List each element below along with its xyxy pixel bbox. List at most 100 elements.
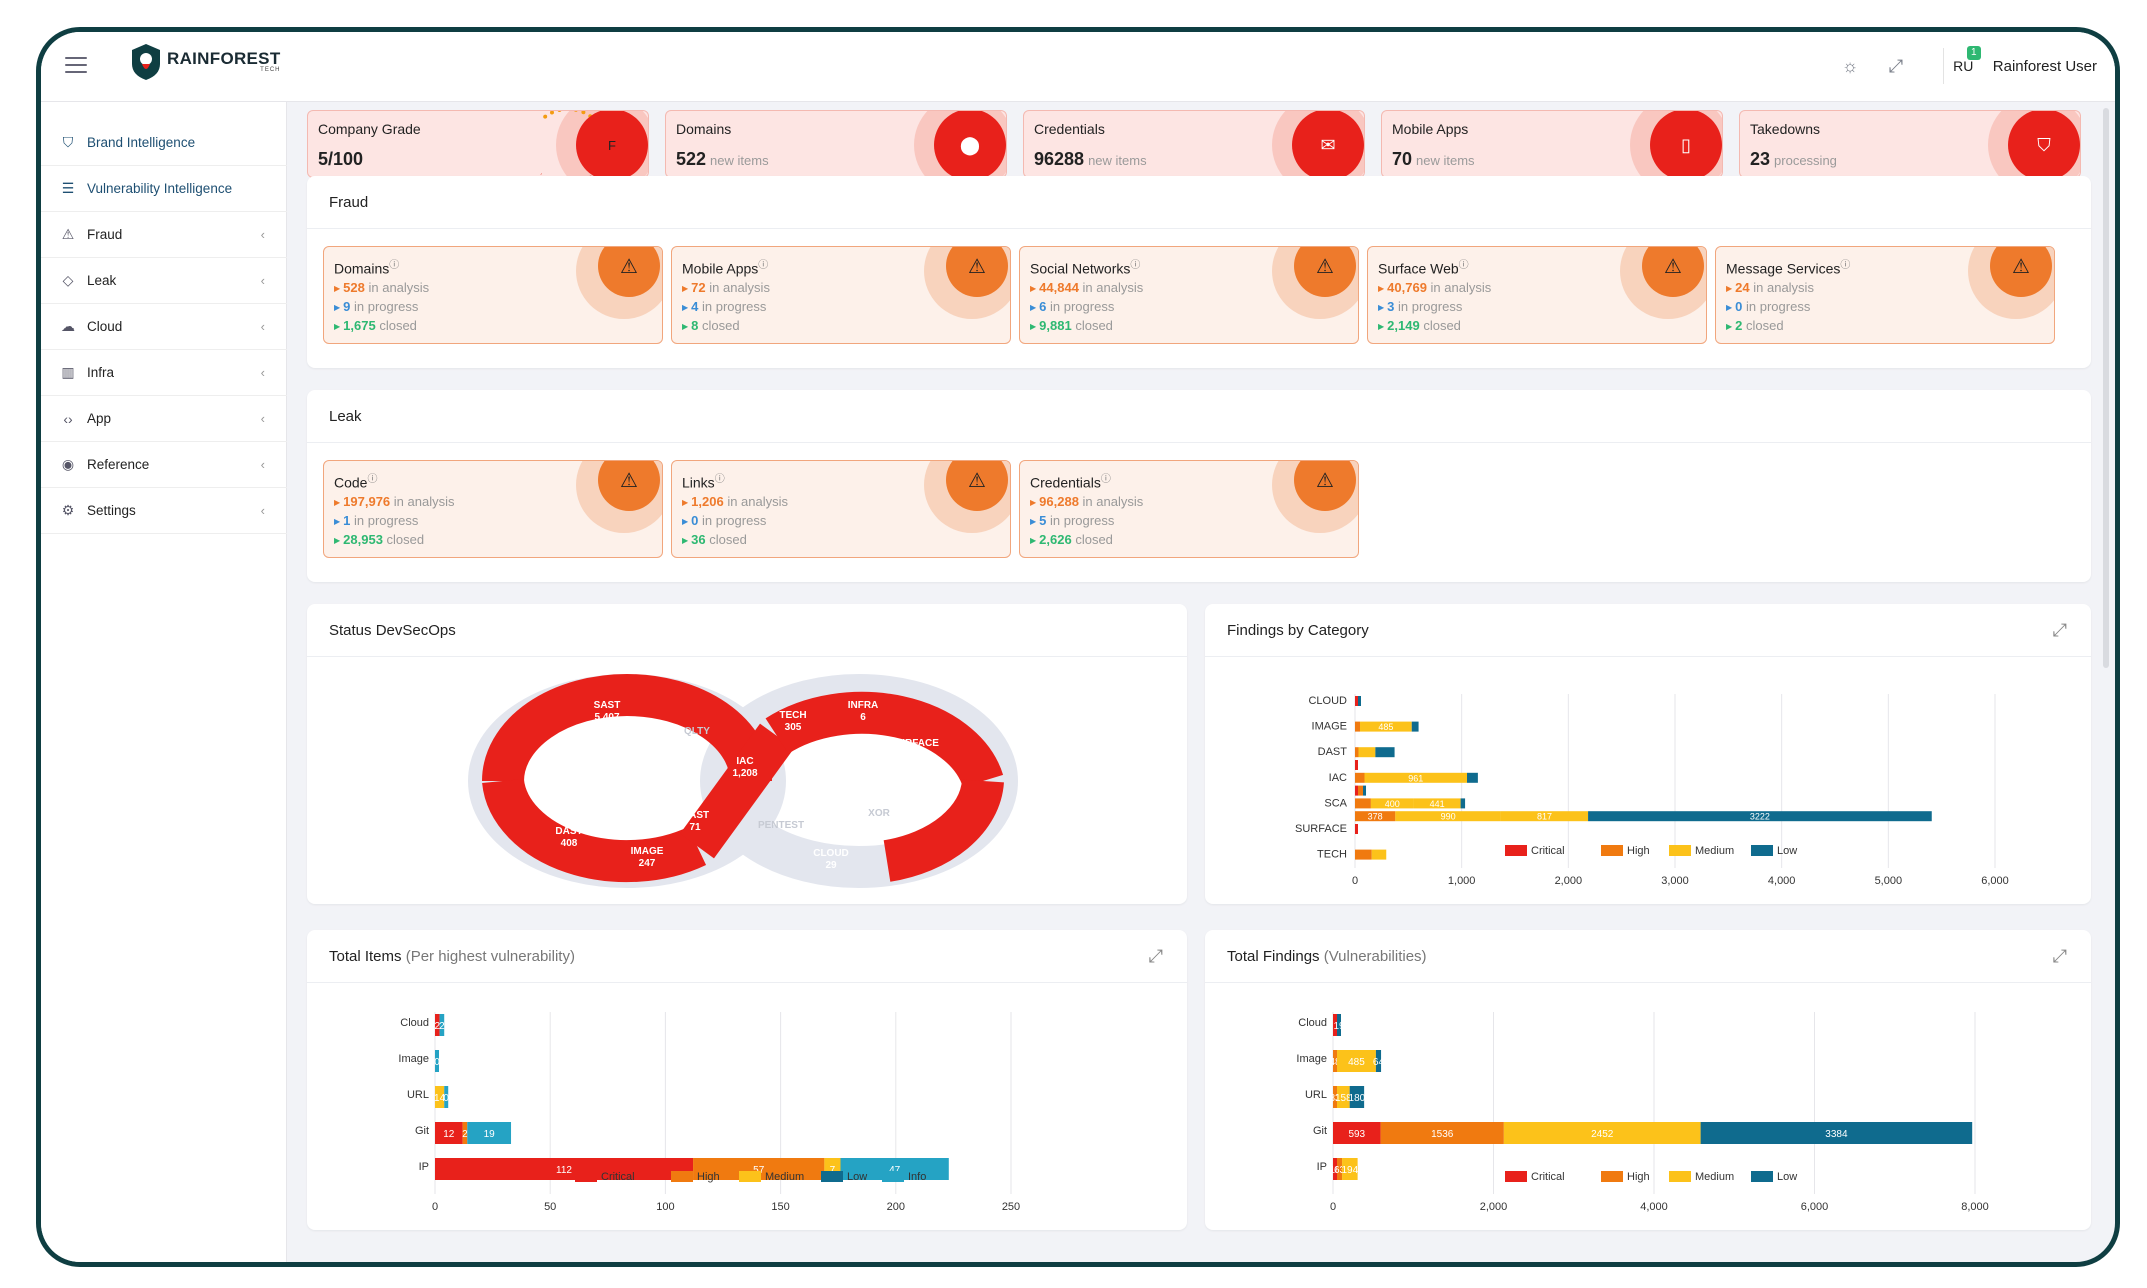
summary-card-company-grade[interactable]: F Company Grade 5/100 — [307, 110, 649, 178]
sidebar-item-fraud[interactable]: ⚠ Fraud ‹ — [41, 212, 287, 258]
summary-card-credentials[interactable]: ✉ Credentials 96288 new items — [1023, 110, 1365, 178]
sidebar-item-vulnerability-intelligence[interactable]: ☰ Vulnerability Intelligence — [41, 166, 287, 212]
info-icon[interactable]: ⓘ — [389, 260, 400, 271]
card-title: Credentialsⓘ — [1030, 474, 1111, 491]
segment-name: IMAGE — [631, 846, 664, 857]
expand-icon[interactable]: ⤢ — [2052, 620, 2067, 640]
stat-closed: ▶ 1,675 closed — [334, 318, 417, 333]
fraud-card-message-services[interactable]: ⚠ Message Servicesⓘ ▶ 24 in analysis ▶ 0 in p… — [1715, 246, 2055, 344]
bar-segment — [1333, 1050, 1337, 1072]
legend-swatch — [882, 1171, 904, 1182]
stat-progress: ▶ 6 in progress — [1030, 299, 1115, 314]
bar-segment — [462, 1122, 468, 1144]
fraud-card-domains[interactable]: ⚠ Domainsⓘ ▶ 528 in analysis ▶ 9 in progress ▶… — [323, 246, 663, 344]
warning-icon: ⚠ — [598, 247, 660, 297]
tick-label: 6,000 — [1981, 875, 2009, 887]
bar-segment — [1364, 772, 1467, 783]
devsecops-segment-xor[interactable]: XOR — [868, 808, 890, 819]
sidebar-item-reference[interactable]: ◉ Reference ‹ — [41, 442, 287, 488]
scrollbar[interactable] — [2103, 108, 2109, 668]
legend-swatch — [1669, 845, 1691, 856]
bar-segment — [1395, 811, 1501, 822]
info-icon[interactable]: ⓘ — [1100, 474, 1111, 485]
summary-card-domains[interactable]: ⬤ Domains 522 new items — [665, 110, 1007, 178]
avatar[interactable]: RU 1 — [1942, 46, 1983, 84]
info-icon[interactable]: ⓘ — [714, 474, 725, 485]
category-label: Cloud — [400, 1017, 429, 1029]
segment-value: 1,032 — [540, 768, 565, 779]
summary-card-takedowns[interactable]: ⛉ Takedowns 23 processing — [1739, 110, 2081, 178]
stat-analysis: ▶ 1,206 in analysis — [682, 494, 789, 509]
tick-label: 4,000 — [1768, 875, 1796, 887]
bar-label: 64 — [1373, 1057, 1385, 1068]
stat-closed: ▶ 2 closed — [1726, 318, 1784, 333]
info-icon[interactable]: ⓘ — [1130, 260, 1141, 271]
bar-segment — [435, 1014, 440, 1036]
summary-card-mobile-apps[interactable]: ▯ Mobile Apps 70 new items — [1381, 110, 1723, 178]
bar-segment — [444, 1086, 449, 1108]
fraud-card-mobile-apps[interactable]: ⚠ Mobile Appsⓘ ▶ 72 in analysis ▶ 4 in progre… — [671, 246, 1011, 344]
info-icon[interactable]: ⓘ — [367, 474, 378, 485]
code-icon: ‹› — [63, 410, 73, 427]
brand-logo[interactable]: RAINFOREST TECH — [129, 42, 281, 82]
devsecops-segment-qlty[interactable]: QLTY — [684, 726, 710, 737]
bar-label: 19 — [1333, 1021, 1345, 1032]
app-window: RAINFOREST TECH ☼ ⤢ RU 1 Rainforest User… — [36, 27, 2120, 1267]
bar-label: 14 — [434, 1093, 446, 1104]
card-title: Codeⓘ — [334, 474, 378, 491]
leak-card-code[interactable]: ⚠ Codeⓘ ▶ 197,976 in analysis ▶ 1 in progress… — [323, 460, 663, 558]
sidebar-item-settings[interactable]: ⚙ Settings ‹ — [41, 488, 287, 534]
segment-name: QLTY — [684, 726, 710, 737]
stat-closed: ▶ 36 closed — [682, 532, 747, 547]
devsecops-segment-pentest[interactable]: PENTEST — [758, 820, 804, 831]
expand-icon[interactable]: ⤢ — [1148, 946, 1163, 966]
info-icon[interactable]: ⓘ — [1458, 260, 1469, 271]
fraud-card-social-networks[interactable]: ⚠ Social Networksⓘ ▶ 44,844 in analysis ▶ 6 i… — [1019, 246, 1359, 344]
infinity-left-top — [482, 674, 772, 782]
leak-card-links[interactable]: ⚠ Linksⓘ ▶ 1,206 in analysis ▶ 0 in progress ▶… — [671, 460, 1011, 558]
info-icon[interactable]: ⓘ — [1840, 260, 1851, 271]
segment-value: 1,208 — [732, 768, 757, 779]
legend-label: Medium — [765, 1171, 804, 1183]
sidebar-item-leak[interactable]: ◇ Leak ‹ — [41, 258, 287, 304]
brand-name: RAINFOREST — [167, 49, 281, 68]
fraud-card-surface-web[interactable]: ⚠ Surface Webⓘ ▶ 40,769 in analysis ▶ 3 in pr… — [1367, 246, 1707, 344]
leak-card-credentials[interactable]: ⚠ Credentialsⓘ ▶ 96,288 in analysis ▶ 5 in pr… — [1019, 460, 1359, 558]
leak-panel: Leak ⚠ Codeⓘ ▶ 197,976 in analysis ▶ 1 in pro… — [307, 390, 2091, 582]
segment-name: CLOUD — [813, 848, 849, 859]
sidebar-item-app[interactable]: ‹› App ‹ — [41, 396, 287, 442]
fullscreen-icon[interactable]: ⤢ — [1888, 56, 1904, 76]
card-title: Domainsⓘ — [334, 260, 400, 277]
tick-label: 100 — [656, 1201, 674, 1213]
sidebar-item-brand-intelligence[interactable]: ⛉ Brand Intelligence — [41, 120, 287, 166]
category-label: IAC — [1329, 772, 1347, 784]
user-menu[interactable]: RU 1 Rainforest User — [1942, 46, 2097, 84]
hamburger-menu-icon[interactable] — [65, 57, 87, 73]
sidebar-item-infra[interactable]: ▥ Infra ‹ — [41, 350, 287, 396]
category-label: IP — [419, 1161, 429, 1173]
segment-value: 71 — [689, 822, 701, 833]
bar-segment — [1333, 1158, 1337, 1180]
alert-message-icon: ⚠ — [61, 226, 75, 242]
summary-value: 70 new items — [1392, 149, 1475, 169]
sidebar-item-label: Cloud — [87, 319, 123, 334]
segment-value: 29 — [825, 860, 837, 871]
sun-icon[interactable]: ☼ — [1841, 56, 1859, 76]
sidebar-item-cloud[interactable]: ☁ Cloud ‹ — [41, 304, 287, 350]
bar-segment — [1358, 747, 1376, 758]
segment-name: IAC — [736, 756, 753, 767]
expand-icon[interactable]: ⤢ — [2052, 946, 2067, 966]
stat-analysis: ▶ 24 in analysis — [1726, 280, 1814, 295]
info-icon[interactable]: ⓘ — [758, 260, 769, 271]
